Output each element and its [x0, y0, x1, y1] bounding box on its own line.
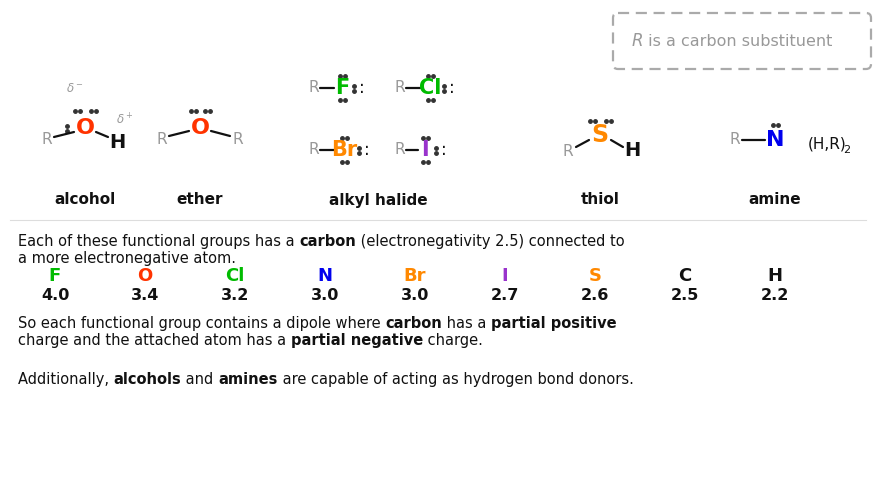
Text: alcohols: alcohols [114, 372, 181, 387]
Text: 2.6: 2.6 [581, 287, 609, 303]
Text: R: R [42, 133, 53, 147]
Text: ether: ether [177, 192, 223, 207]
Text: H: H [109, 133, 125, 151]
Text: R: R [308, 80, 320, 95]
Text: H: H [624, 142, 640, 161]
Text: Cl: Cl [419, 78, 442, 98]
Text: $\delta^+$: $\delta^+$ [117, 112, 134, 128]
Text: charge.: charge. [423, 333, 483, 348]
Text: N: N [317, 267, 333, 285]
Text: C: C [678, 267, 692, 285]
Text: R: R [233, 133, 244, 147]
Text: 3.2: 3.2 [221, 287, 249, 303]
Text: 2.7: 2.7 [491, 287, 519, 303]
Text: partial negative: partial negative [291, 333, 423, 348]
Text: Additionally,: Additionally, [18, 372, 114, 387]
Text: 3.0: 3.0 [311, 287, 339, 303]
Text: (H,R): (H,R) [808, 136, 847, 151]
Text: 2: 2 [844, 145, 851, 155]
FancyBboxPatch shape [613, 13, 871, 69]
Text: I: I [502, 267, 508, 285]
Text: R: R [395, 80, 406, 95]
Text: N: N [766, 130, 784, 150]
Text: alcohol: alcohol [54, 192, 116, 207]
Text: 3.0: 3.0 [401, 287, 429, 303]
Text: a more electronegative atom.: a more electronegative atom. [18, 251, 236, 266]
Text: S: S [589, 267, 602, 285]
Text: amine: amine [749, 192, 802, 207]
Text: charge and the attached atom has a: charge and the attached atom has a [18, 333, 291, 348]
Text: amines: amines [218, 372, 278, 387]
Text: :: : [442, 141, 447, 159]
Text: Br: Br [331, 140, 357, 160]
Text: $\delta^-$: $\delta^-$ [67, 81, 84, 94]
Text: (electronegativity 2.5) connected to: (electronegativity 2.5) connected to [356, 234, 625, 249]
Text: Each of these functional groups has a: Each of these functional groups has a [18, 234, 300, 249]
Text: is a carbon substituent: is a carbon substituent [643, 34, 832, 49]
Text: O: O [138, 267, 152, 285]
Text: and: and [181, 372, 218, 387]
Text: F: F [49, 267, 61, 285]
Text: alkyl halide: alkyl halide [328, 192, 427, 207]
Text: carbon: carbon [385, 316, 442, 331]
Text: Cl: Cl [225, 267, 244, 285]
Text: R: R [395, 143, 406, 158]
Text: O: O [75, 118, 95, 138]
Text: I: I [421, 140, 429, 160]
Text: thiol: thiol [581, 192, 619, 207]
Text: R: R [730, 133, 740, 147]
Text: R: R [308, 143, 320, 158]
Text: 3.4: 3.4 [131, 287, 159, 303]
Text: partial positive: partial positive [491, 316, 617, 331]
Text: :: : [359, 79, 365, 97]
Text: 2.2: 2.2 [761, 287, 789, 303]
Text: O: O [190, 118, 209, 138]
Text: has a: has a [442, 316, 491, 331]
Text: 4.0: 4.0 [41, 287, 69, 303]
Text: R: R [632, 32, 644, 50]
Text: R: R [157, 133, 167, 147]
Text: 2.5: 2.5 [671, 287, 699, 303]
Text: :: : [449, 79, 455, 97]
Text: H: H [767, 267, 782, 285]
Text: So each functional group contains a dipole where: So each functional group contains a dipo… [18, 316, 385, 331]
Text: R: R [562, 144, 573, 159]
Text: are capable of acting as hydrogen bond donors.: are capable of acting as hydrogen bond d… [278, 372, 633, 387]
Text: F: F [335, 78, 350, 98]
Text: :: : [364, 141, 370, 159]
Text: Br: Br [404, 267, 427, 285]
Text: S: S [591, 123, 609, 147]
Text: carbon: carbon [300, 234, 356, 249]
